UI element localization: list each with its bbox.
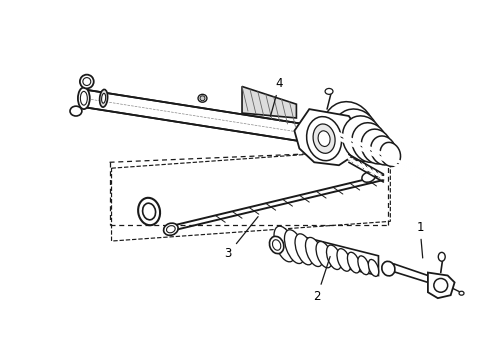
Ellipse shape — [434, 278, 448, 292]
Ellipse shape — [295, 234, 314, 265]
Text: 3: 3 — [224, 217, 258, 260]
Ellipse shape — [361, 129, 392, 164]
Ellipse shape — [270, 236, 284, 254]
Ellipse shape — [138, 198, 160, 225]
Ellipse shape — [274, 226, 295, 262]
Ellipse shape — [318, 131, 330, 147]
Polygon shape — [285, 232, 378, 275]
Text: 4: 4 — [270, 77, 283, 116]
Ellipse shape — [101, 93, 106, 103]
Ellipse shape — [438, 252, 445, 261]
Ellipse shape — [347, 252, 360, 273]
Ellipse shape — [198, 94, 207, 102]
Text: 2: 2 — [314, 256, 330, 303]
Ellipse shape — [368, 260, 379, 276]
Ellipse shape — [380, 142, 400, 166]
Ellipse shape — [343, 116, 383, 161]
Ellipse shape — [83, 78, 91, 85]
Ellipse shape — [459, 291, 464, 295]
Polygon shape — [428, 273, 455, 298]
Polygon shape — [393, 264, 428, 282]
Ellipse shape — [80, 75, 94, 89]
Polygon shape — [294, 109, 359, 165]
Ellipse shape — [99, 89, 108, 107]
Ellipse shape — [371, 136, 396, 165]
Ellipse shape — [307, 117, 342, 161]
Ellipse shape — [143, 203, 156, 220]
Ellipse shape — [322, 102, 375, 160]
Ellipse shape — [272, 240, 281, 250]
Ellipse shape — [352, 123, 387, 162]
Ellipse shape — [325, 89, 333, 94]
Ellipse shape — [337, 249, 351, 271]
Ellipse shape — [80, 91, 87, 105]
Ellipse shape — [326, 245, 342, 270]
Polygon shape — [242, 86, 296, 118]
Ellipse shape — [382, 261, 395, 276]
Ellipse shape — [70, 106, 82, 116]
Ellipse shape — [358, 256, 369, 275]
Ellipse shape — [362, 172, 375, 182]
Ellipse shape — [316, 242, 332, 268]
Ellipse shape — [164, 223, 178, 235]
Text: 1: 1 — [416, 221, 424, 258]
Ellipse shape — [313, 124, 335, 153]
Ellipse shape — [305, 237, 323, 266]
Ellipse shape — [78, 87, 90, 109]
Ellipse shape — [333, 109, 379, 161]
Polygon shape — [84, 89, 334, 147]
Ellipse shape — [200, 96, 205, 101]
Ellipse shape — [167, 226, 175, 233]
Ellipse shape — [285, 230, 304, 264]
